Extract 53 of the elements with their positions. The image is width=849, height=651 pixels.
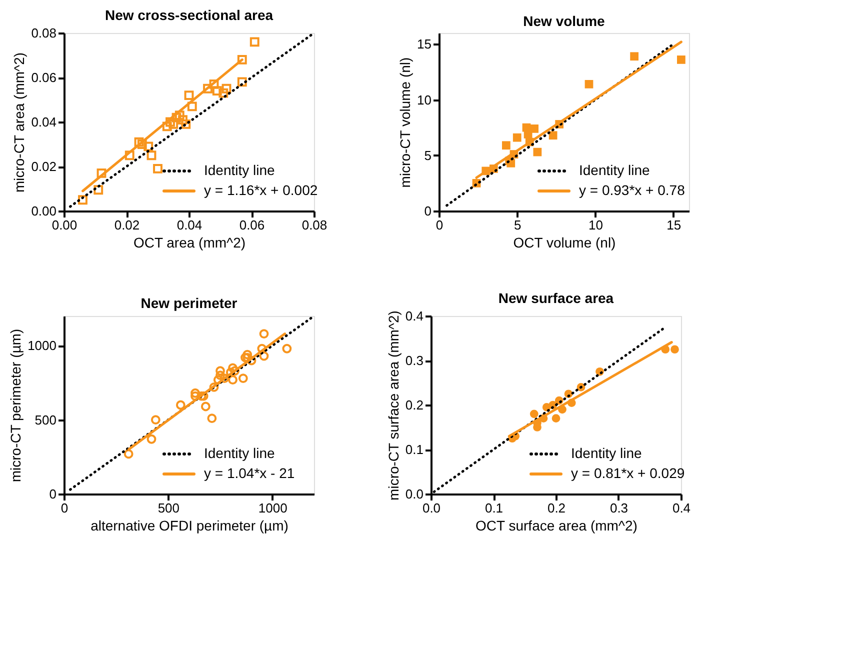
- legend-label: Identity line: [571, 445, 642, 461]
- x-tick-label: 0: [60, 500, 68, 516]
- x-tick-label: 1000: [258, 500, 288, 516]
- x-tick-label: 0.04: [176, 218, 202, 232]
- legend-label: y = 1.04*x - 21: [204, 465, 295, 481]
- chart-title: New surface area: [498, 290, 614, 306]
- x-tick-label: 0.02: [114, 218, 140, 232]
- x-tick-label: 0.4: [672, 500, 691, 516]
- x-axis-title: OCT area (mm^2): [133, 234, 246, 250]
- y-tick-label: 5: [424, 148, 432, 163]
- y-tick-label: 0.02: [31, 159, 56, 174]
- y-tick-label: 0.0: [405, 486, 424, 502]
- legend-label: Identity line: [579, 162, 650, 178]
- x-tick-label: 0.2: [547, 500, 566, 516]
- y-axis-title: micro-CT volume (nl): [397, 57, 414, 188]
- x-tick-label: 10: [588, 218, 603, 232]
- x-tick-label: 0.08: [302, 218, 328, 232]
- y-tick-label: 0.1: [405, 442, 424, 457]
- chart-title: New volume: [523, 13, 606, 29]
- y-tick-label: 0.06: [31, 70, 56, 85]
- x-tick-label: 0.06: [239, 218, 265, 232]
- y-tick-label: 500: [34, 412, 56, 428]
- y-axis-title: micro-CT surface area (mm^2): [385, 310, 402, 500]
- x-tick-label: 500: [158, 500, 180, 516]
- y-axis-title: micro-CT perimeter (µm): [8, 328, 24, 482]
- y-tick-label: 0: [424, 204, 432, 218]
- x-tick-label: 0: [436, 218, 444, 232]
- y-tick-label: 1000: [28, 338, 56, 354]
- x-tick-label: 0.3: [610, 500, 628, 516]
- x-tick-label: 15: [666, 218, 682, 232]
- chart-title: New perimeter: [140, 294, 238, 311]
- y-tick-label: 0.08: [31, 26, 56, 40]
- y-tick-label: 10: [417, 92, 432, 108]
- legend-label: y = 1.16*x + 0.002: [204, 182, 318, 198]
- y-tick-label: 15: [417, 36, 432, 52]
- y-tick-label: 0.4: [405, 308, 424, 324]
- legend-label: y = 0.81*x + 0.029: [571, 465, 685, 481]
- y-tick-label: 0.2: [405, 398, 424, 412]
- x-tick-label: 0.1: [484, 500, 504, 516]
- y-tick-label: 0.04: [31, 114, 56, 130]
- x-tick-label: 0.00: [52, 218, 78, 232]
- x-axis-title: OCT surface area (mm^2): [476, 518, 638, 534]
- legend-label: Identity line: [204, 445, 276, 461]
- y-tick-label: 0.3: [405, 353, 424, 368]
- y-axis-title: micro-CT area (mm^2): [11, 52, 28, 193]
- chart-title: New cross-sectional area: [104, 7, 274, 23]
- legend-label: y = 0.93*x + 0.78: [579, 182, 686, 198]
- x-axis-title: alternative OFDI perimeter (µm): [90, 518, 288, 534]
- y-tick-label: 0: [49, 486, 56, 502]
- y-tick-label: 0.00: [31, 204, 56, 218]
- x-tick-label: 5: [514, 218, 522, 232]
- legend-label: Identity line: [204, 162, 276, 178]
- x-axis-title: OCT volume (nl): [513, 234, 616, 250]
